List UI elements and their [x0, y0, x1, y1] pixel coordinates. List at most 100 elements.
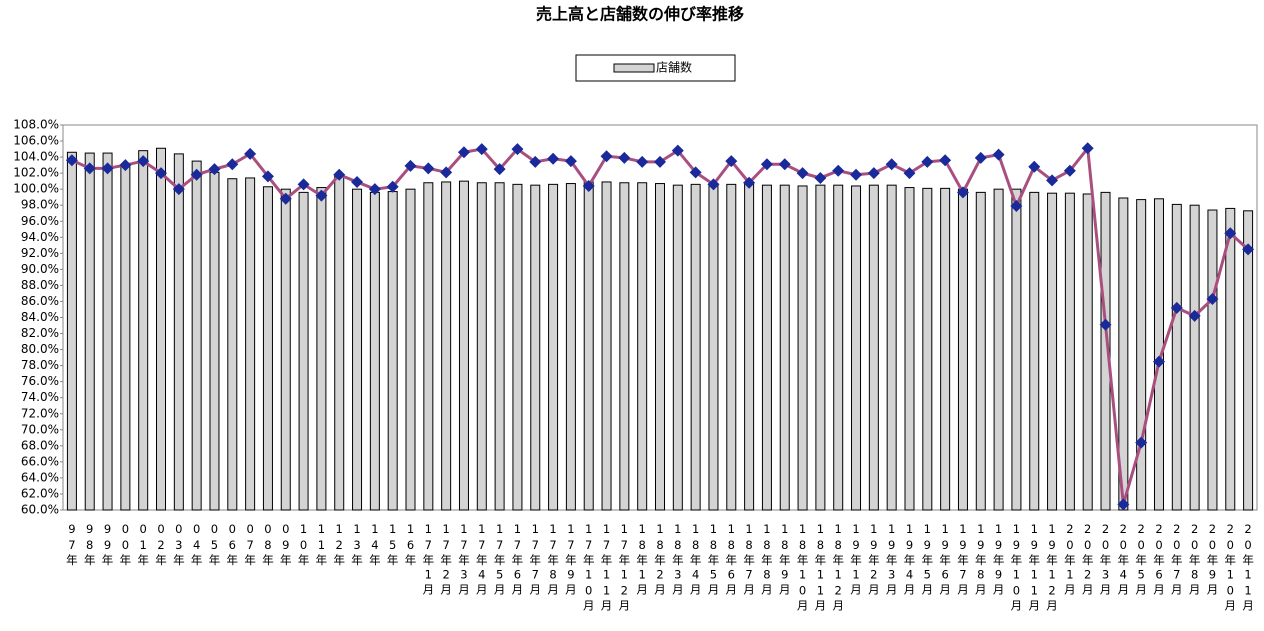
- bar: [779, 184, 790, 511]
- x-tick-label: 19年11月: [1027, 522, 1041, 613]
- bar: [209, 171, 220, 511]
- marker: [475, 143, 488, 156]
- y-tick-label: 106.0%: [13, 134, 59, 148]
- x-tick-label: 10年: [297, 522, 311, 568]
- bar: [672, 184, 683, 511]
- x-tick-label: 19年2月: [867, 522, 881, 597]
- bar: [173, 153, 184, 511]
- bar: [690, 183, 701, 511]
- marker: [921, 155, 934, 168]
- x-tick-label: 13年: [350, 522, 364, 568]
- bar: [619, 182, 630, 511]
- marker: [1028, 160, 1041, 173]
- marker: [422, 162, 435, 175]
- bar: [975, 191, 986, 511]
- bar: [1029, 191, 1040, 511]
- bar: [797, 185, 808, 511]
- marker: [547, 152, 560, 165]
- marker: [1135, 436, 1148, 449]
- x-tick-label: 14年: [368, 522, 382, 568]
- y-tick-label: 104.0%: [13, 150, 59, 164]
- marker: [137, 155, 150, 168]
- marker: [351, 175, 364, 188]
- x-tick-label: 20年5月: [1134, 522, 1148, 597]
- bar: [601, 181, 612, 511]
- x-tick-label: 17年9月: [564, 522, 578, 597]
- y-tick-label: 70.0%: [21, 422, 59, 436]
- bar: [1136, 199, 1147, 511]
- y-tick-label: 108.0%: [13, 118, 59, 132]
- marker: [885, 158, 898, 171]
- x-tick-label: 18年1月: [635, 522, 649, 597]
- marker: [208, 163, 221, 176]
- marker: [796, 167, 809, 180]
- marker: [689, 166, 702, 179]
- bar: [316, 187, 327, 511]
- bar: [761, 184, 772, 511]
- y-tick-label: 62.0%: [21, 486, 59, 500]
- y-tick-label: 76.0%: [21, 374, 59, 388]
- bar: [833, 184, 844, 511]
- marker: [760, 158, 773, 171]
- y-tick-label: 98.0%: [21, 198, 59, 212]
- bar: [66, 151, 77, 511]
- marker: [1152, 355, 1165, 368]
- bar: [1225, 207, 1236, 511]
- x-tick-label: 17年2月: [439, 522, 453, 597]
- y-tick-label: 80.0%: [21, 342, 59, 356]
- x-tick-label: 20年8月: [1188, 522, 1202, 597]
- y-tick-label: 72.0%: [21, 406, 59, 420]
- marker: [404, 159, 417, 172]
- bar: [1189, 204, 1200, 511]
- marker: [457, 146, 470, 159]
- marker: [297, 178, 310, 191]
- marker: [1206, 293, 1219, 306]
- y-tick-label: 66.0%: [21, 454, 59, 468]
- y-tick-label: 90.0%: [21, 262, 59, 276]
- y-tick-label: 68.0%: [21, 438, 59, 452]
- y-tick-label: 64.0%: [21, 470, 59, 484]
- x-tick-label: 19年5月: [920, 522, 934, 597]
- x-tick-label: 16年: [404, 522, 418, 568]
- bar: [458, 180, 469, 511]
- bar: [352, 188, 363, 511]
- bar: [262, 186, 273, 511]
- marker: [1081, 142, 1094, 155]
- marker: [83, 162, 96, 175]
- x-tick-label: 19年7月: [956, 522, 970, 597]
- bar: [1171, 203, 1182, 511]
- y-tick-label: 96.0%: [21, 214, 59, 228]
- x-tick-label: 17年12月: [617, 522, 631, 613]
- bar: [957, 188, 968, 511]
- x-tick-label: 01年: [136, 522, 150, 568]
- marker: [636, 155, 649, 168]
- bar: [583, 181, 594, 511]
- bar: [530, 184, 541, 511]
- bar: [476, 182, 487, 511]
- marker: [1170, 301, 1183, 314]
- x-tick-label: 19年8月: [974, 522, 988, 597]
- bar: [298, 191, 309, 511]
- x-tick-label: 19年1月: [849, 522, 863, 597]
- y-tick-label: 82.0%: [21, 326, 59, 340]
- x-tick-label: 19年9月: [992, 522, 1006, 597]
- x-tick-label: 02年: [154, 522, 168, 568]
- marker: [101, 162, 114, 175]
- x-tick-label: 20年1月: [1063, 522, 1077, 597]
- x-tick-label: 17年6月: [510, 522, 524, 597]
- bar: [1207, 209, 1218, 511]
- x-tick-label: 18年2月: [653, 522, 667, 597]
- legend-label: 店舗数: [656, 60, 692, 75]
- x-tick-label: 17年10月: [582, 522, 596, 613]
- x-tick-label: 00年: [118, 522, 132, 568]
- bar: [423, 182, 434, 511]
- marker: [386, 180, 399, 193]
- x-tick-label: 04年: [190, 522, 204, 568]
- x-tick-label: 17年1月: [421, 522, 435, 597]
- x-tick-label: 20年11月: [1241, 522, 1255, 613]
- bar: [120, 166, 131, 511]
- bar: [1064, 192, 1075, 511]
- x-tick-label: 18年8月: [760, 522, 774, 597]
- marker: [956, 186, 969, 199]
- y-tick-label: 86.0%: [21, 294, 59, 308]
